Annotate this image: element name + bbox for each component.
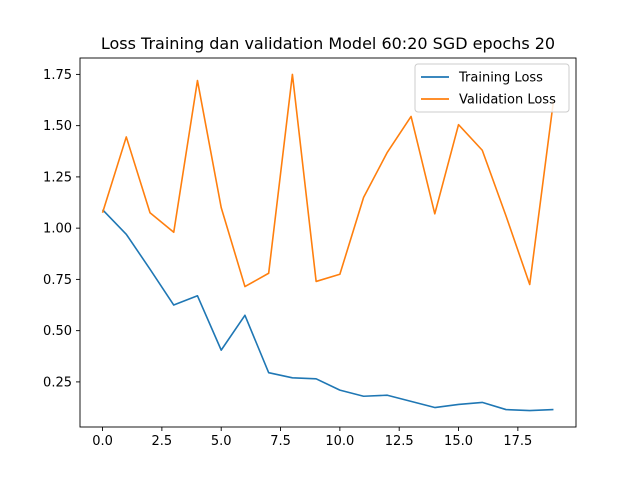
x-tick-label: 12.5 — [385, 434, 414, 449]
axes-frame — [79, 57, 577, 428]
x-tick-label: 2.5 — [152, 434, 173, 449]
legend-label: Validation Loss — [459, 93, 556, 108]
y-tick-label: 0.25 — [43, 375, 72, 390]
x-tick-label: 0.0 — [92, 434, 113, 449]
series-line-training-loss — [101, 209, 554, 412]
chart-title: Loss Training dan validation Model 60:20… — [101, 34, 555, 53]
legend: Training Loss Validation Loss — [414, 63, 570, 113]
plot-area — [79, 57, 577, 428]
y-tick-label: 1.50 — [43, 119, 72, 134]
legend-box — [414, 63, 570, 113]
y-tick-label: 1.75 — [43, 68, 72, 83]
y-tick-label: 0.75 — [43, 273, 72, 288]
x-tick-label: 15.0 — [444, 434, 473, 449]
y-tick-label: 1.00 — [43, 222, 72, 237]
x-tick-label: 10.0 — [325, 434, 354, 449]
x-axis: 0.0 2.5 5.0 7.5 10.0 12.5 15.0 17.5 — [92, 427, 532, 449]
series-line-validation-loss — [101, 73, 555, 288]
x-tick-label: 7.5 — [270, 434, 291, 449]
x-tick-label: 5.0 — [211, 434, 232, 449]
y-axis: 0.25 0.50 0.75 1.00 1.25 1.50 1.75 — [43, 68, 80, 390]
x-tick-label: 17.5 — [503, 434, 532, 449]
y-tick-label: 0.50 — [43, 324, 72, 339]
y-tick-label: 1.25 — [43, 170, 72, 185]
legend-label: Training Loss — [458, 71, 543, 86]
